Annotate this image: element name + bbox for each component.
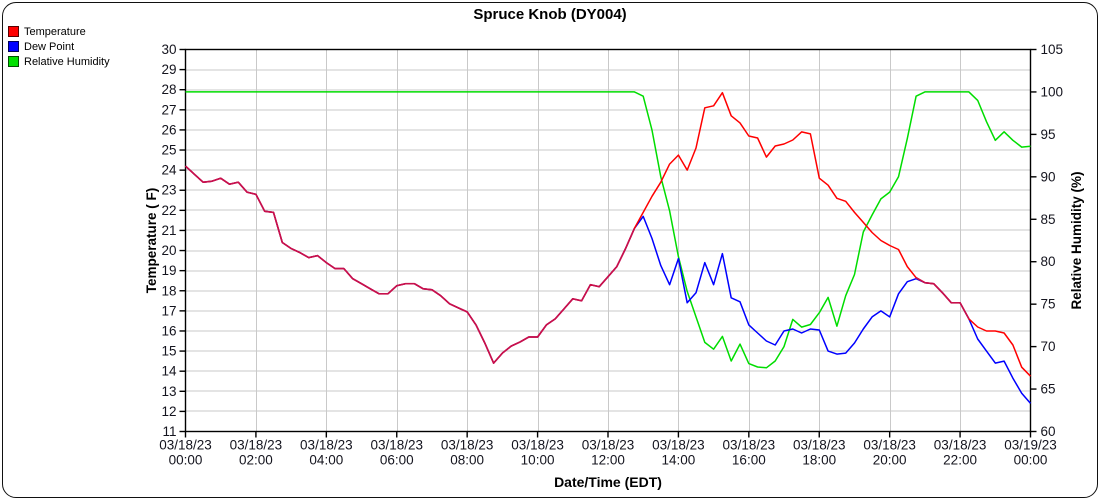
right-axis-tick-label: 75 xyxy=(1041,297,1056,312)
legend: Temperature Dew Point Relative Humidity xyxy=(8,24,110,69)
x-axis-tick-date: 03/18/23 xyxy=(300,438,353,453)
x-axis-tick-date: 03/18/23 xyxy=(230,438,283,453)
left-axis-tick-label: 28 xyxy=(161,82,176,97)
right-axis-tick-label: 100 xyxy=(1041,84,1064,99)
x-axis-tick-time: 04:00 xyxy=(309,453,343,468)
x-axis-tick-time: 00:00 xyxy=(169,453,203,468)
temp-dewpoint-overlap-line xyxy=(184,165,636,364)
x-axis-tick-date: 03/18/23 xyxy=(441,438,494,453)
left-axis-tick-label: 18 xyxy=(161,283,176,298)
legend-swatch-icon xyxy=(8,26,19,37)
x-axis-tick-date: 03/18/23 xyxy=(511,438,564,453)
x-axis-tick-time: 00:00 xyxy=(1014,453,1048,468)
legend-label: Temperature xyxy=(24,25,86,38)
left-axis-tick-label: 29 xyxy=(161,62,176,77)
right-axis-tick-label: 85 xyxy=(1041,212,1056,227)
right-axis-tick-label: 105 xyxy=(1041,42,1064,57)
x-axis-tick-time: 06:00 xyxy=(380,453,414,468)
x-axis-tick-date: 03/18/23 xyxy=(652,438,705,453)
left-axis-tick-label: 30 xyxy=(161,42,176,57)
x-axis-tick-date: 03/18/23 xyxy=(723,438,776,453)
temp-dewpoint-overlap-line xyxy=(915,277,970,320)
legend-swatch-icon xyxy=(8,41,19,52)
x-axis-tick-time: 20:00 xyxy=(873,453,907,468)
right-axis-tick-label: 70 xyxy=(1041,339,1056,354)
legend-label: Dew Point xyxy=(24,40,75,53)
left-axis-tick-label: 15 xyxy=(161,344,176,359)
x-axis-tick-time: 16:00 xyxy=(732,453,766,468)
right-axis-tick-label: 65 xyxy=(1041,382,1056,397)
left-axis-tick-label: 20 xyxy=(161,243,176,258)
x-axis-tick-date: 03/18/23 xyxy=(793,438,846,453)
x-axis-tick-time: 22:00 xyxy=(943,453,977,468)
x-axis-tick-time: 02:00 xyxy=(239,453,273,468)
left-axis-tick-label: 25 xyxy=(161,143,176,158)
right-axis-tick-label: 60 xyxy=(1041,424,1056,439)
legend-swatch-icon xyxy=(8,56,19,67)
right-axis-title: Relative Humidity (%) xyxy=(1069,171,1084,309)
left-axis-tick-label: 19 xyxy=(161,263,176,278)
left-axis-title: Temperature ( F) xyxy=(144,188,159,294)
x-axis-tick-date: 03/18/23 xyxy=(370,438,423,453)
left-axis-tick-label: 13 xyxy=(161,384,176,399)
left-axis-tick-label: 17 xyxy=(161,303,176,318)
right-axis-tick-label: 80 xyxy=(1041,254,1056,269)
left-axis-tick-label: 24 xyxy=(161,163,177,178)
right-axis-tick-label: 95 xyxy=(1041,127,1056,142)
x-axis-tick-time: 08:00 xyxy=(450,453,484,468)
left-axis-tick-label: 23 xyxy=(161,183,176,198)
x-axis-tick-time: 12:00 xyxy=(591,453,625,468)
x-axis-tick-date: 03/19/23 xyxy=(1004,438,1057,453)
gridlines xyxy=(185,49,1031,432)
axis-ticks xyxy=(179,48,1037,438)
left-axis-tick-label: 26 xyxy=(161,122,176,137)
x-axis-tick-date: 03/18/23 xyxy=(159,438,212,453)
x-axis-tick-time: 14:00 xyxy=(662,453,696,468)
x-axis-title: Date/Time (EDT) xyxy=(554,474,662,490)
x-axis-tick-date: 03/18/23 xyxy=(934,438,987,453)
legend-item-dew-point: Dew Point xyxy=(8,39,110,54)
legend-item-relative-humidity: Relative Humidity xyxy=(8,54,110,69)
left-axis-tick-label: 12 xyxy=(161,404,176,419)
left-axis-tick-label: 21 xyxy=(161,223,176,238)
x-axis-tick-time: 18:00 xyxy=(802,453,836,468)
x-axis-tick-time: 10:00 xyxy=(521,453,555,468)
legend-item-temperature: Temperature xyxy=(8,24,110,39)
legend-label: Relative Humidity xyxy=(24,55,110,68)
relative-humidity-line xyxy=(185,91,1031,369)
left-axis-tick-label: 11 xyxy=(162,424,176,439)
left-axis-tick-label: 22 xyxy=(161,203,176,218)
x-axis-tick-date: 03/18/23 xyxy=(863,438,916,453)
left-axis-tick-label: 14 xyxy=(161,364,177,379)
left-axis-tick-label: 27 xyxy=(161,102,176,117)
left-axis-tick-label: 16 xyxy=(161,323,176,338)
x-axis-tick-date: 03/18/23 xyxy=(582,438,635,453)
chart-title: Spruce Knob (DY004) xyxy=(473,6,627,23)
right-axis-tick-label: 90 xyxy=(1041,169,1056,184)
